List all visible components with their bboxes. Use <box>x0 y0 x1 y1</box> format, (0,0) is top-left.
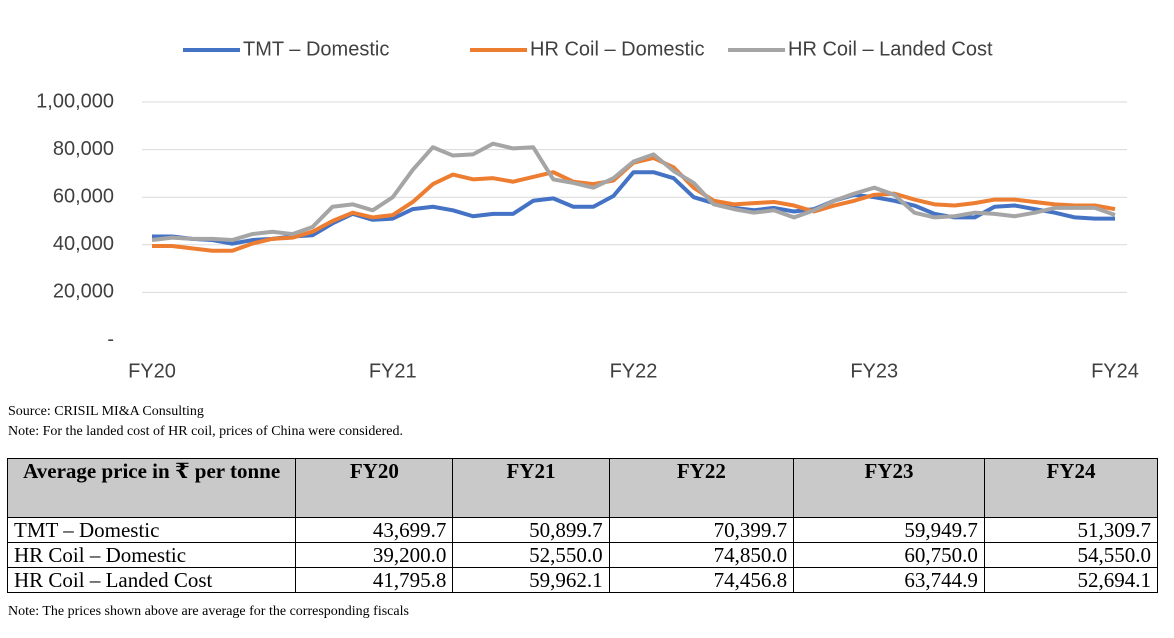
table-cell: 51,309.7 <box>983 517 1159 543</box>
table-cell: 63,744.9 <box>793 567 985 593</box>
y-tick-label: 40,000 <box>53 233 114 255</box>
table-cell: HR Coil – Domestic <box>6 542 297 568</box>
price-table: Average price in ₹ per tonne FY20 FY21 FY22… <box>6 458 1159 593</box>
legend-label: HR Coil – Domestic <box>530 38 704 60</box>
table-row: HR Coil – Landed Cost 41,795.8 59,962.1 74,… <box>6 567 1159 593</box>
table-cell: 74,456.8 <box>608 567 795 593</box>
header-cell: FY20 <box>295 458 454 518</box>
table-cell: 59,962.1 <box>452 567 610 593</box>
table-cell: TMT – Domestic <box>6 517 297 543</box>
table-cell: 70,399.7 <box>608 517 795 543</box>
x-tick-label: FY21 <box>369 360 417 382</box>
table-cell: 52,694.1 <box>983 567 1159 593</box>
y-tick-label: - <box>107 328 114 350</box>
chart: - 20,000 40,000 60,000 80,000 1,00,000 FY20 FY2… <box>36 38 1139 382</box>
table-cell: 39,200.0 <box>295 542 454 568</box>
y-tick-label: 20,000 <box>53 281 114 303</box>
table-cell: HR Coil – Landed Cost <box>6 567 297 593</box>
table-body: TMT – Domestic 43,699.7 50,899.7 70,399.7 59… <box>6 517 1159 593</box>
header-cell: FY23 <box>793 458 985 518</box>
table-cell: 52,550.0 <box>452 542 610 568</box>
table-row: HR Coil – Domestic 39,200.0 52,550.0 74,850… <box>6 542 1159 568</box>
x-tick-label: FY24 <box>1091 360 1139 382</box>
table-cell: 43,699.7 <box>295 517 454 543</box>
table-cell: 59,949.7 <box>793 517 985 543</box>
y-tick-label: 60,000 <box>53 185 114 207</box>
legend-label: TMT – Domestic <box>243 38 389 60</box>
header-cell: FY24 <box>983 458 1159 518</box>
table-note: Note: The prices shown above are average… <box>8 604 409 619</box>
legend-label: HR Coil – Landed Cost <box>788 38 993 60</box>
table-cell: 60,750.0 <box>793 542 985 568</box>
header-cell: FY22 <box>608 458 795 518</box>
table-row: TMT – Domestic 43,699.7 50,899.7 70,399.7 59… <box>6 517 1159 543</box>
landed-cost-note: Note: For the landed cost of HR coil, pr… <box>8 424 404 439</box>
x-tick-label: FY22 <box>610 360 658 382</box>
table-cell: 54,550.0 <box>983 542 1159 568</box>
header-cell: Average price in ₹ per tonne <box>6 458 297 518</box>
x-tick-label: FY23 <box>850 360 898 382</box>
source-note: Source: CRISIL MI&A Consulting <box>8 404 204 419</box>
series-line <box>151 141 1116 243</box>
table-cell: 74,850.0 <box>608 542 795 568</box>
table-cell: 50,899.7 <box>452 517 610 543</box>
x-tick-label: FY20 <box>128 360 176 382</box>
table-cell: 41,795.8 <box>295 567 454 593</box>
header-cell: FY21 <box>452 458 610 518</box>
y-tick-label: 80,000 <box>53 138 114 160</box>
y-tick-label: 1,00,000 <box>36 90 114 112</box>
header-row: Average price in ₹ per tonne FY20 FY21 FY22… <box>6 458 1159 518</box>
